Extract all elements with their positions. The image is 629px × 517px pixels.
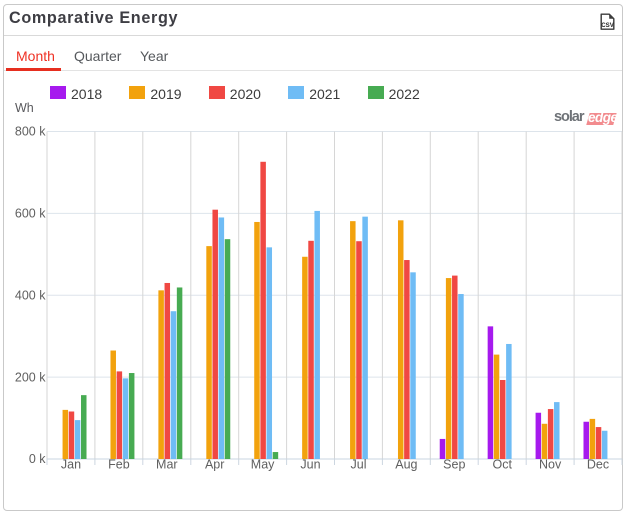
svg-text:CSV: CSV xyxy=(601,22,614,29)
svg-text:Sep: Sep xyxy=(443,458,465,472)
svg-text:200 k: 200 k xyxy=(15,370,46,384)
svg-text:800 k: 800 k xyxy=(15,125,46,139)
svg-text:Jul: Jul xyxy=(351,458,367,472)
svg-text:Aug: Aug xyxy=(395,458,417,472)
svg-text:0 k: 0 k xyxy=(29,452,46,466)
svg-text:600 k: 600 k xyxy=(15,207,46,221)
svg-text:May: May xyxy=(251,458,275,472)
svg-text:Nov: Nov xyxy=(539,458,562,472)
svg-text:Apr: Apr xyxy=(205,458,224,472)
svg-text:Jun: Jun xyxy=(300,458,320,472)
svg-text:Mar: Mar xyxy=(156,458,178,472)
svg-text:Oct: Oct xyxy=(492,458,512,472)
svg-text:Feb: Feb xyxy=(108,458,130,472)
svg-text:400 k: 400 k xyxy=(15,288,46,302)
svg-text:Dec: Dec xyxy=(587,458,609,472)
svg-text:Jan: Jan xyxy=(61,458,81,472)
